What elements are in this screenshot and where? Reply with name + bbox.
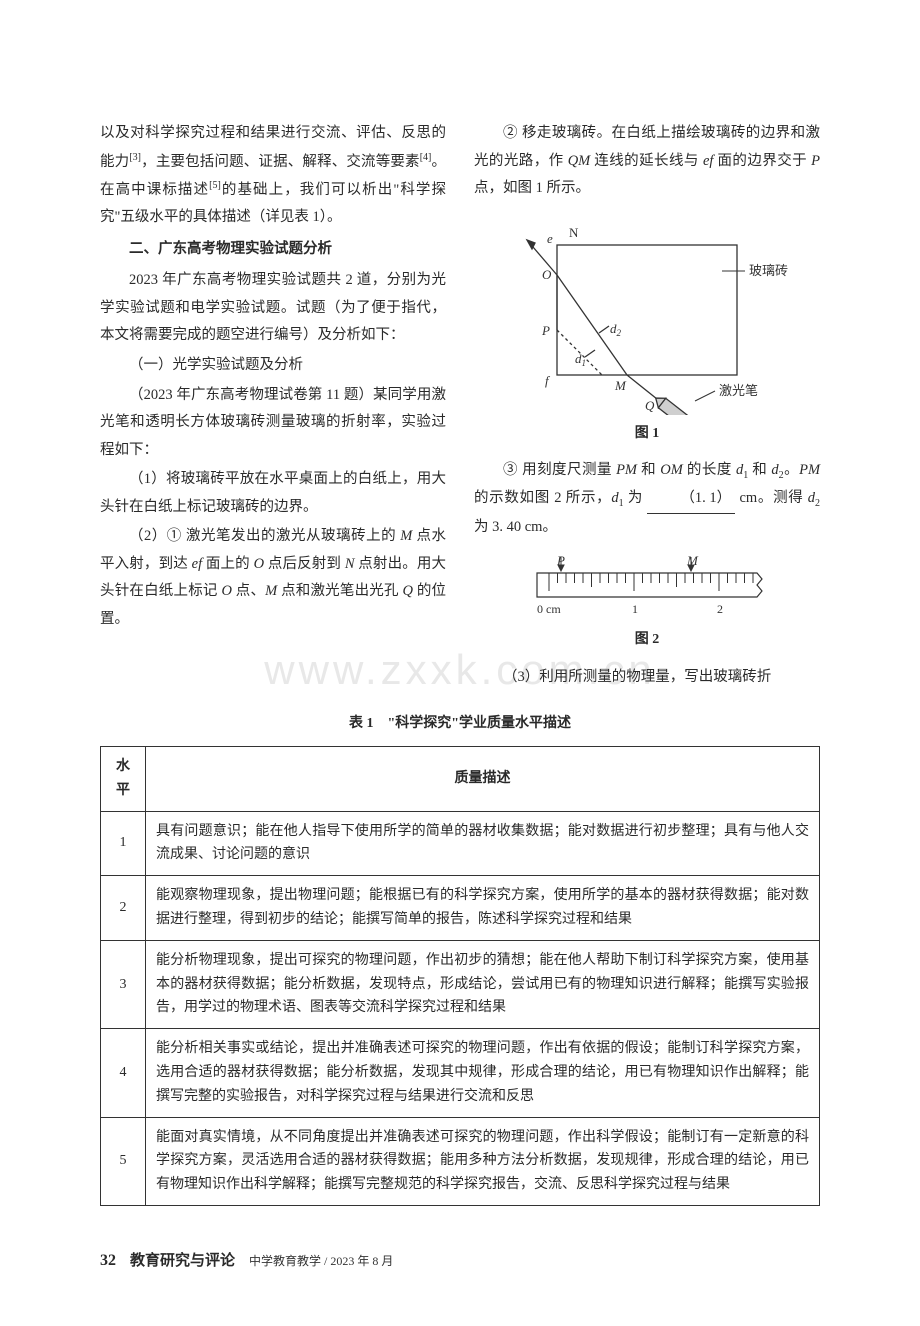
citation-ref: [4]	[420, 152, 432, 163]
fig1-label-P: P	[541, 323, 550, 338]
table-row: 2能观察物理现象，提出物理问题；能根据已有的科学探究方案，使用所学的基本的器材获…	[101, 876, 820, 941]
text: ② 移走玻璃砖。在白纸上描绘玻璃砖的边界和激光的光路，作 QM 连线的延长线与 …	[474, 125, 820, 196]
paragraph: ② 移走玻璃砖。在白纸上描绘玻璃砖的边界和激光的光路，作 QM 连线的延长线与 …	[474, 120, 820, 203]
table-cell-level: 1	[101, 811, 146, 876]
table-row: 3能分析物理现象，提出可探究的物理问题，作出初步的猜想；能在他人帮助下制订科学探…	[101, 940, 820, 1028]
table-cell-desc: 能面对真实情境，从不同角度提出并准确表述可探究的物理问题，作出科学假设；能制订有…	[146, 1117, 820, 1205]
text: （2）① 激光笔发出的激光从玻璃砖上的 M 点水平入射，到达 ef 面上的 O …	[100, 528, 446, 627]
table-cell-desc: 能观察物理现象，提出物理问题；能根据已有的科学探究方案，使用所学的基本的器材获得…	[146, 876, 820, 941]
fig1-label-e: e	[547, 231, 553, 246]
fig1-label-d2: d2	[610, 321, 622, 338]
table-cell-level: 2	[101, 876, 146, 941]
figure-1-caption: 图 1	[474, 421, 820, 448]
table-row: 4能分析相关事实或结论，提出并准确表述可探究的物理问题，作出有依据的假设；能制订…	[101, 1029, 820, 1117]
table-cell-level: 3	[101, 940, 146, 1028]
paragraph: （2）① 激光笔发出的激光从玻璃砖上的 M 点水平入射，到达 ef 面上的 O …	[100, 523, 446, 633]
figure-2-ruler: P M 0 cm 1 2 /*placeholder*/	[517, 551, 777, 621]
table-row: 5能面对真实情境，从不同角度提出并准确表述可探究的物理问题，作出科学假设；能制订…	[101, 1117, 820, 1205]
right-column: ② 移走玻璃砖。在白纸上描绘玻璃砖的边界和激光的光路，作 QM 连线的延长线与 …	[474, 120, 820, 693]
page-footer: 32 教育研究与评论 中学教育教学 / 2023 年 8 月	[100, 1246, 820, 1276]
table-cell-level: 5	[101, 1117, 146, 1205]
table-header-desc: 质量描述	[146, 746, 820, 811]
paragraph: （1）将玻璃砖平放在水平桌面上的白纸上，用大头针在白纸上标记玻璃砖的边界。	[100, 466, 446, 521]
journal-name: 教育研究与评论	[130, 1247, 235, 1276]
paragraph: （2023 年广东高考物理试卷第 11 题）某同学用激光笔和透明长方体玻璃砖测量…	[100, 382, 446, 465]
fill-blank: （1. 1）	[647, 485, 735, 514]
section-heading: 二、广东高考物理实验试题分析	[100, 236, 446, 264]
subsection-heading: （一）光学实验试题及分析	[100, 352, 446, 380]
figure-2-caption: 图 2	[474, 627, 820, 654]
two-column-layout: 以及对科学探究过程和结果进行交流、评估、反思的能力[3]，主要包括问题、证据、解…	[100, 120, 820, 693]
table-cell-desc: 具有问题意识；能在他人指导下使用所学的简单的器材收集数据；能对数据进行初步整理；…	[146, 811, 820, 876]
paragraph: 2023 年广东高考物理实验试题共 2 道，分别为光学实验试题和电学实验试题。试…	[100, 267, 446, 350]
journal-issue: 中学教育教学 / 2023 年 8 月	[249, 1250, 393, 1273]
table-header-row: 水平 质量描述	[101, 746, 820, 811]
fig1-label-M: M	[614, 378, 627, 393]
figure-1-diagram: e N O P f M Q d1 d2 玻璃砖 激光笔	[497, 215, 797, 415]
fig1-label-N: N	[569, 225, 579, 240]
table-header-level: 水平	[101, 746, 146, 811]
citation-ref: [3]	[129, 152, 141, 163]
fig2-label-2: 2	[717, 602, 723, 616]
fig2-label-1: 1	[632, 602, 638, 616]
fig1-label-glass: 玻璃砖	[749, 263, 788, 278]
fig1-label-laser: 激光笔	[719, 383, 758, 398]
page-number: 32	[100, 1246, 116, 1276]
paragraph: ③ 用刻度尺测量 PM 和 OM 的长度 d1 和 d2。PM 的示数如图 2 …	[474, 457, 820, 541]
citation-ref: [5]	[209, 180, 221, 191]
table-row: 1具有问题意识；能在他人指导下使用所学的简单的器材收集数据；能对数据进行初步整理…	[101, 811, 820, 876]
table-cell-desc: 能分析相关事实或结论，提出并准确表述可探究的物理问题，作出有依据的假设；能制订科…	[146, 1029, 820, 1117]
fig1-label-d1: d1	[575, 351, 586, 368]
text: ，主要包括问题、证据、解释、交流等要素	[141, 153, 420, 169]
fig1-label-O: O	[542, 267, 552, 282]
paragraph: 以及对科学探究过程和结果进行交流、评估、反思的能力[3]，主要包括问题、证据、解…	[100, 120, 446, 232]
table-cell-level: 4	[101, 1029, 146, 1117]
table-title: 表 1 "科学探究"学业质量水平描述	[100, 711, 820, 738]
left-column: 以及对科学探究过程和结果进行交流、评估、反思的能力[3]，主要包括问题、证据、解…	[100, 120, 446, 693]
fig2-label-0cm: 0 cm	[537, 602, 561, 616]
fig1-label-Q: Q	[645, 398, 655, 413]
quality-table: 水平 质量描述 1具有问题意识；能在他人指导下使用所学的简单的器材收集数据；能对…	[100, 746, 820, 1206]
table-cell-desc: 能分析物理现象，提出可探究的物理问题，作出初步的猜想；能在他人帮助下制订科学探究…	[146, 940, 820, 1028]
paragraph: （3）利用所测量的物理量，写出玻璃砖折	[474, 664, 820, 692]
fig1-label-f: f	[545, 373, 551, 388]
